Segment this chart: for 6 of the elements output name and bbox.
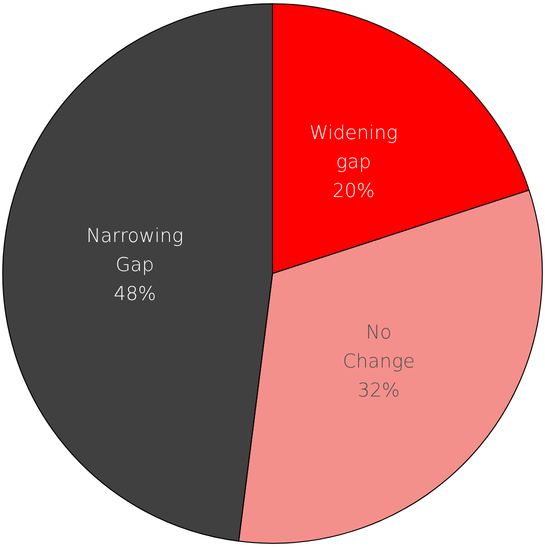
slice-label: Widening gap bbox=[309, 122, 398, 173]
data-label: 20% bbox=[332, 180, 375, 202]
data-label: 48% bbox=[114, 282, 156, 305]
data-label: 32% bbox=[358, 379, 400, 402]
slice-label: Narrowing Gap bbox=[86, 224, 184, 276]
slice-label: No Change bbox=[342, 321, 415, 372]
